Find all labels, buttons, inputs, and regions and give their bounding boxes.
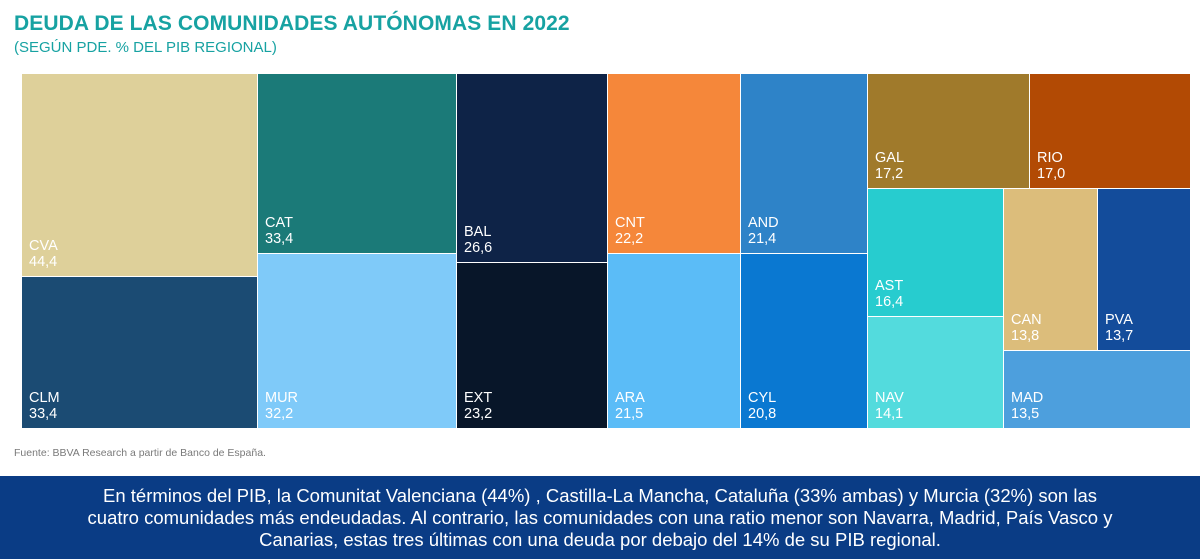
tile-region-code: BAL (464, 224, 492, 240)
tile-label: CYL 20,8 (748, 390, 776, 422)
tile-region-code: AND (748, 215, 779, 231)
tile-value: 22,2 (615, 231, 644, 247)
treemap-tile-cnt: CNT 22,2 (608, 74, 741, 254)
treemap-tile-rio: RIO 17,0 (1030, 74, 1191, 189)
tile-region-code: NAV (875, 390, 904, 406)
tile-region-code: CNT (615, 215, 645, 231)
tile-value: 23,2 (464, 406, 493, 422)
summary-line-1: En términos del PIB, la Comunitat Valenc… (103, 484, 1097, 506)
tile-region-code: MUR (265, 390, 299, 406)
tile-label: CNT 22,2 (615, 215, 645, 247)
chart-subtitle: (SEGÚN PDE. % DEL PIB REGIONAL) (14, 39, 277, 56)
tile-value: 16,4 (875, 294, 904, 310)
treemap-tile-cat: CAT 33,4 (258, 74, 457, 254)
tile-label: CVA 44,4 (29, 238, 58, 270)
tile-region-code: GAL (875, 150, 905, 166)
tile-value: 14,1 (875, 406, 904, 422)
tile-label: NAV 14,1 (875, 390, 904, 422)
treemap-tile-and: AND 21,4 (741, 74, 868, 254)
tile-region-code: EXT (464, 390, 493, 406)
tile-region-code: CVA (29, 238, 58, 254)
tile-label: CAN 13,8 (1011, 312, 1042, 344)
tile-region-code: PVA (1105, 312, 1133, 328)
tile-value: 13,5 (1011, 406, 1040, 422)
tile-value: 21,4 (748, 231, 777, 247)
treemap-tile-mad: MAD 13,5 (1004, 351, 1191, 429)
tile-value: 17,0 (1037, 166, 1066, 182)
tile-label: CLM 33,4 (29, 390, 60, 422)
tile-value: 44,4 (29, 254, 58, 270)
summary-banner: En términos del PIB, la Comunitat Valenc… (0, 476, 1200, 559)
treemap-tile-ext: EXT 23,2 (457, 263, 608, 429)
tile-label: CAT 33,4 (265, 215, 293, 247)
treemap-tile-clm: CLM 33,4 (22, 277, 258, 429)
tile-value: 20,8 (748, 406, 777, 422)
tile-label: AST 16,4 (875, 278, 903, 310)
tile-label: EXT 23,2 (464, 390, 492, 422)
tile-label: MUR 32,2 (265, 390, 298, 422)
tile-region-code: CAT (265, 215, 293, 231)
tile-label: PVA 13,7 (1105, 312, 1133, 344)
treemap-tile-gal: GAL 17,2 (868, 74, 1030, 189)
treemap-tile-cva: CVA 44,4 (22, 74, 258, 277)
tile-value: 21,5 (615, 406, 644, 422)
tile-region-code: CLM (29, 390, 60, 406)
tile-region-code: AST (875, 278, 904, 294)
tile-label: RIO 17,0 (1037, 150, 1065, 182)
tile-region-code: CAN (1011, 312, 1042, 328)
tile-label: AND 21,4 (748, 215, 779, 247)
source-note: Fuente: BBVA Research a partir de Banco … (14, 447, 266, 459)
tile-region-code: CYL (748, 390, 777, 406)
treemap-tile-mur: MUR 32,2 (258, 254, 457, 429)
tile-value: 33,4 (265, 231, 294, 247)
summary-line-2: cuatro comunidades más endeudadas. Al co… (87, 506, 1113, 528)
tile-value: 26,6 (464, 240, 493, 256)
tile-region-code: ARA (615, 390, 645, 406)
tile-label: BAL 26,6 (464, 224, 492, 256)
tile-value: 17,2 (875, 166, 904, 182)
treemap-tile-bal: BAL 26,6 (457, 74, 608, 263)
treemap-tile-cyl: CYL 20,8 (741, 254, 868, 429)
tile-region-code: MAD (1011, 390, 1044, 406)
summary-text: En términos del PIB, la Comunitat Valenc… (88, 485, 1113, 551)
tile-region-code: RIO (1037, 150, 1063, 166)
chart-title: DEUDA DE LAS COMUNIDADES AUTÓNOMAS EN 20… (14, 12, 570, 35)
treemap-tile-can: CAN 13,8 (1004, 189, 1098, 351)
summary-line-3: Canarias, estas tres últimas con una deu… (259, 528, 941, 550)
treemap-tile-nav: NAV 14,1 (868, 317, 1004, 429)
tile-value: 13,8 (1011, 328, 1040, 344)
treemap-tile-ast: AST 16,4 (868, 189, 1004, 317)
treemap-tile-ara: ARA 21,5 (608, 254, 741, 429)
tile-label: GAL 17,2 (875, 150, 904, 182)
treemap-chart: CVA 44,4 CLM 33,4 CAT 33,4 MUR 32,2 BAL 26,6 EXT 23… (22, 74, 1191, 429)
tile-value: 32,2 (265, 406, 294, 422)
tile-value: 13,7 (1105, 328, 1134, 344)
tile-label: ARA 21,5 (615, 390, 645, 422)
tile-label: MAD 13,5 (1011, 390, 1043, 422)
tile-value: 33,4 (29, 406, 58, 422)
treemap-tile-pva: PVA 13,7 (1098, 189, 1191, 351)
